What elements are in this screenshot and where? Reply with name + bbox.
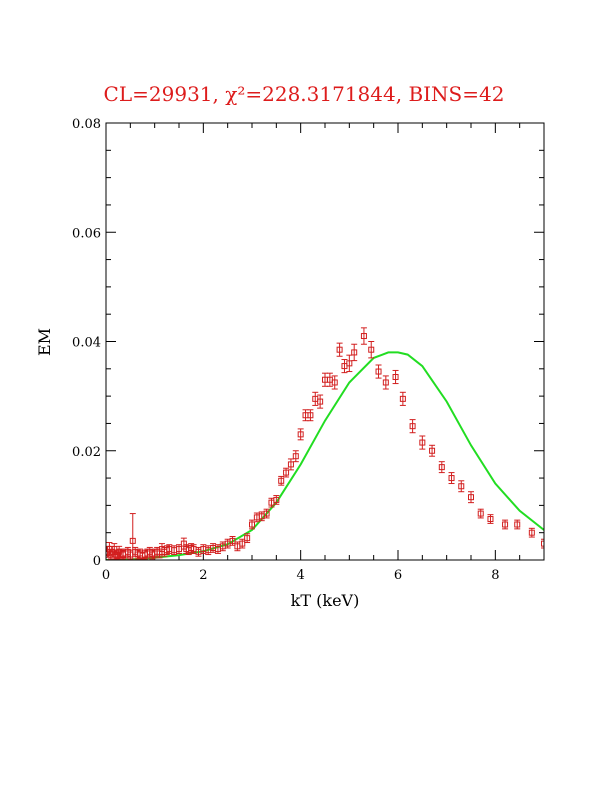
point-marker [129,537,136,544]
point-marker [283,469,290,476]
point-marker [360,333,367,340]
point-marker [477,510,484,517]
chart-title: CL=29931, χ²=228.3171844, BINS=42 [104,82,505,106]
x-tick-label: 4 [297,568,305,583]
data-point [458,480,465,493]
data-point [297,428,304,441]
data-point [448,472,455,485]
plot-frame [105,122,545,561]
point-marker [317,398,324,405]
data-point [336,342,343,357]
data-point [429,444,436,457]
point-marker [438,464,445,471]
y-tick-label: 0.02 [72,445,101,460]
point-marker [331,379,338,386]
y-tick-label: 0.08 [72,117,101,132]
labels-layer: 0 2 4 6 8 0 0.02 0.04 0.06 0.08 [72,117,499,583]
y-tick-label: 0.04 [72,336,101,351]
x-tick-label: 6 [394,568,402,583]
y-axis-title: EM [35,328,54,356]
point-marker [287,461,294,468]
point-marker [399,395,406,402]
data-point [375,364,382,379]
data-point [249,519,255,530]
data-point [502,519,509,530]
point-marker [244,535,251,542]
data-point [273,495,280,505]
ticks-layer [105,122,545,561]
data-point [468,491,474,504]
point-marker [409,423,416,430]
data-point [263,508,270,519]
point-marker [392,374,399,381]
point-marker [249,521,255,528]
x-tick-label: 0 [102,568,110,583]
data-point [360,327,367,345]
point-marker [468,494,474,501]
data-point [351,343,358,362]
point-marker [528,529,535,536]
points-layer [106,327,544,560]
data-point [514,519,521,530]
data-point [487,514,494,524]
y-tick-label: 0 [93,554,101,569]
point-marker [541,540,544,547]
point-marker [297,431,304,438]
data-point [346,354,353,373]
y-tick-label: 0.06 [72,226,101,241]
x-tick-label: 2 [199,568,207,583]
point-marker [382,379,389,386]
point-marker [514,521,521,528]
point-marker [263,510,270,517]
data-point [239,538,246,549]
data-point [368,341,375,359]
data-point [283,467,290,478]
data-point [528,527,535,538]
data-point [278,475,285,486]
data-point [312,391,319,406]
data-point [419,435,426,450]
data-point [409,419,416,434]
point-marker [278,477,285,484]
data-point [382,375,389,390]
data-point [399,391,406,406]
point-marker [336,346,343,353]
point-marker [375,368,382,375]
point-marker [429,447,436,454]
data-point [541,538,544,549]
data-point [307,409,314,422]
data-point [392,369,399,385]
point-marker [448,475,455,482]
point-marker [419,439,426,446]
point-marker [292,453,299,460]
data-point [331,375,338,390]
data-point [292,450,299,463]
x-axis-title: kT (keV) [291,591,360,610]
point-marker [487,516,494,523]
point-marker [239,540,246,547]
data-point [171,545,178,556]
point-marker [273,496,280,503]
data-point [287,458,294,471]
data-point [244,533,251,544]
data-point [477,508,484,519]
point-marker [229,537,236,544]
point-marker [458,483,465,490]
x-tick-label: 8 [491,568,499,583]
point-marker [307,412,314,419]
data-point [438,461,445,474]
point-marker [368,346,375,353]
point-marker [502,521,509,528]
point-marker [346,360,353,367]
data-point [317,394,324,409]
point-marker [351,349,358,356]
